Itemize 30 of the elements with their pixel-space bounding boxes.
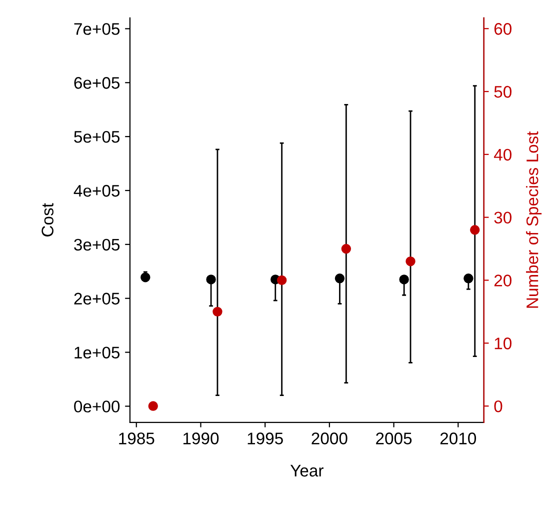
y2-tick-label: 30 <box>494 212 512 224</box>
x-tick-label: 2010 <box>440 432 476 444</box>
y-tick-label: 6e+05 <box>74 77 120 89</box>
y-tick-label: 7e+05 <box>74 23 120 35</box>
x-axis-title: Year <box>290 464 324 477</box>
y2-tick-label: 60 <box>494 23 512 35</box>
x-tick-label: 2005 <box>376 432 412 444</box>
point <box>212 306 222 317</box>
point <box>276 275 287 286</box>
y2-tick-label: 0 <box>494 400 502 412</box>
point <box>148 401 158 411</box>
point <box>470 225 480 235</box>
point <box>341 244 352 254</box>
x-tick-label: 2000 <box>312 432 348 444</box>
y2-tick-label: 50 <box>494 86 512 98</box>
y-axis-title: Cost <box>42 203 54 236</box>
y2-tick-label: 10 <box>494 338 512 350</box>
y-tick-label: 2e+05 <box>74 292 120 305</box>
x-tick-label: 1985 <box>119 432 154 444</box>
y2-tick-label: 20 <box>494 274 512 286</box>
x-tick-label: 1990 <box>183 432 219 444</box>
y-tick-label: 0e+00 <box>74 400 120 412</box>
y-tick-label: 3e+05 <box>74 238 120 251</box>
y-tick-label: 1e+05 <box>74 346 120 358</box>
y2-tick-label: 40 <box>494 148 512 161</box>
point <box>406 256 416 266</box>
y-tick-label: 5e+05 <box>74 130 120 143</box>
x-tick-label: 1995 <box>248 432 283 444</box>
y-tick-label: 4e+05 <box>74 184 120 197</box>
y2-axis-title: Number of Species Lost <box>526 131 542 308</box>
